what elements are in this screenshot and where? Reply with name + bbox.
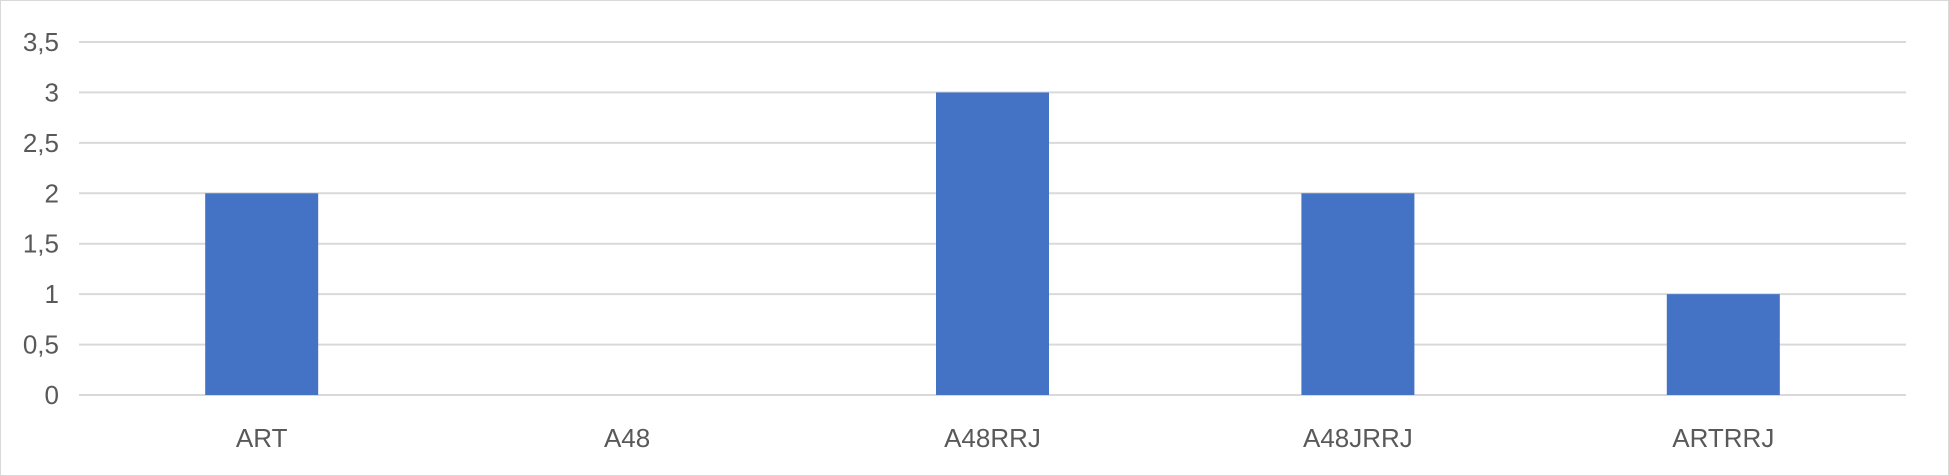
y-tick-label: 2,5 [23,128,59,158]
x-category-label: ART [236,423,288,453]
y-tick-label: 0 [45,380,59,410]
y-tick-label: 1 [45,279,59,309]
y-axis-tick-labels: 0 0,5 1 1,5 2 2,5 3 3,5 [23,27,59,410]
x-category-label: A48JRRJ [1303,423,1413,453]
x-category-label: A48 [604,423,650,453]
y-tick-label: 0,5 [23,330,59,360]
y-tick-label: 3,5 [23,27,59,57]
y-tick-label: 1,5 [23,229,59,259]
x-category-label: ARTRRJ [1672,423,1774,453]
bars [205,92,1780,395]
x-category-label: A48RRJ [944,423,1041,453]
bar-a48jrrj [1301,193,1415,395]
bar-art [205,193,319,395]
y-tick-label: 3 [45,77,59,107]
x-axis-category-labels: ART A48 A48RRJ A48JRRJ ARTRRJ [236,423,1774,453]
bar-a48rrj [936,92,1049,395]
bar-artrrj [1666,294,1780,395]
y-tick-label: 2 [45,178,59,208]
